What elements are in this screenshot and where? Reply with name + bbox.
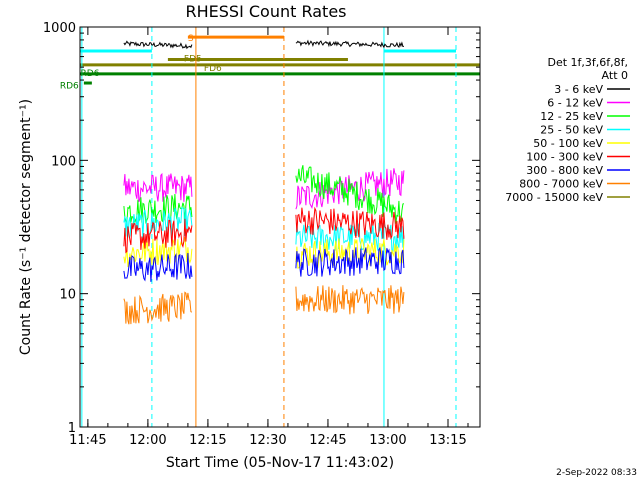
series-trace [123,237,193,268]
legend-label: 50 - 100 keV [533,137,603,150]
legend-label: 800 - 7000 keV [519,178,603,191]
x-tick-label: 12:15 [189,433,226,448]
x-tick-label: 12:00 [129,433,166,448]
series-trace [123,172,193,202]
state-annotation: FD6 [204,64,222,74]
series-trace [295,165,405,224]
series-trace [295,206,405,240]
x-tick-label: 12:45 [309,433,346,448]
series-trace [123,40,193,50]
x-axis-label: Start Time (05-Nov-17 11:43:02) [166,455,394,471]
y-tick-label: 1 [68,421,76,436]
timestamp: 2-Sep-2022 08:33 [556,468,637,478]
y-tick-label: 1000 [43,21,76,36]
chart-title: RHESSI Count Rates [186,2,347,21]
legend-label: 100 - 300 keV [526,151,603,164]
state-annotation: RD6 [81,69,100,79]
state-annotation: FD5 [184,55,202,65]
state-annotation: RD6 [60,82,79,92]
legend-label: 25 - 50 keV [540,124,603,137]
x-tick-label: 12:30 [249,433,286,448]
series-trace [295,246,405,277]
y-axis-label: Count Rate (s⁻¹ detector segment⁻¹) [18,99,34,355]
series-trace [123,291,193,325]
state-annotation: S [188,34,194,44]
series-trace [295,168,405,210]
legend-header-line-1: Det 1f,3f,6f,8f, [547,56,628,69]
series-trace [123,252,193,282]
legend-label: 3 - 6 keV [554,83,603,96]
plot-frame [79,26,481,428]
legend-header-line-2: Att 0 [602,69,628,82]
y-tick-label: 100 [51,154,76,169]
series-trace [295,285,405,315]
legend-label: 7000 - 15000 keV [505,191,603,204]
series-trace [123,218,193,254]
series-trace [123,193,193,225]
legend-label: 6 - 12 keV [547,97,603,110]
legend-label: 300 - 800 keV [526,164,603,177]
series-trace [295,39,404,49]
y-tick-label: 10 [59,288,76,303]
legend-label: 12 - 25 keV [540,110,603,123]
x-tick-label: 11:45 [69,433,106,448]
x-tick-label: 13:00 [369,433,406,448]
x-tick-label: 13:15 [429,433,466,448]
